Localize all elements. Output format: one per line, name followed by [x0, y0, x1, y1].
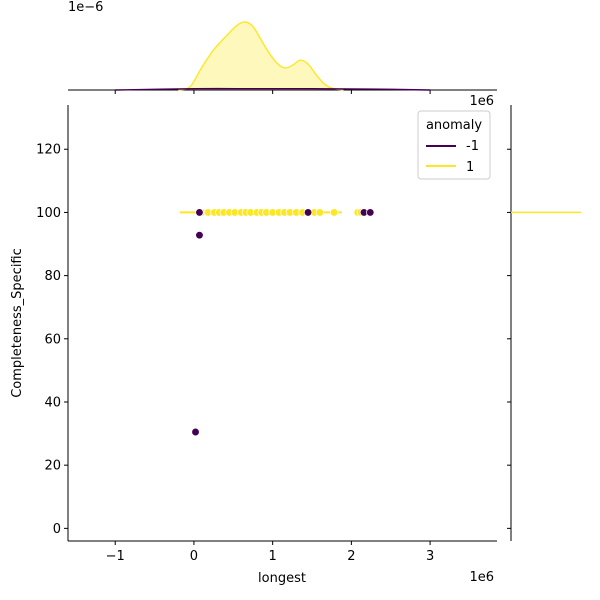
x-tick-label: 0	[190, 549, 198, 564]
y-tick-label: 0	[53, 522, 61, 537]
main-plot: longest Completeness_Specific 1e6 −1 0 1 2 3…	[10, 105, 497, 586]
top-density-line-minus-one	[115, 87, 431, 91]
x-offset-label: 1e6	[469, 570, 494, 585]
x-tick-label: −1	[106, 549, 125, 564]
y-tick-label: 100	[36, 206, 61, 221]
right-marginal-plot: 1e6	[469, 94, 581, 541]
scatter-point-minus-one	[366, 208, 375, 217]
top-marginal-plot: 1e−6	[68, 0, 497, 94]
x-axis-label: longest	[258, 571, 306, 586]
scatter-points	[191, 208, 375, 437]
y-tick-label: 20	[44, 459, 61, 474]
legend: anomaly -1 1	[417, 110, 491, 180]
scatter-point-minus-one	[195, 231, 204, 240]
legend-label-one: 1	[466, 160, 474, 175]
scatter-point-one	[329, 208, 339, 217]
y-axis-label: Completeness_Specific	[10, 248, 25, 398]
y-ticks: 0 20 40 60 80 100 120	[36, 143, 68, 537]
top-density-line-one	[178, 21, 344, 91]
legend-label-minus-one: -1	[466, 139, 479, 154]
x-tick-label: 2	[347, 549, 355, 564]
scatter-point-minus-one	[191, 427, 200, 437]
y-tick-label: 120	[36, 143, 61, 158]
scatter-point-minus-one	[303, 208, 313, 217]
scatter-point-one	[315, 208, 325, 217]
legend-title: anomaly	[426, 118, 482, 133]
scatter-point-minus-one	[195, 208, 204, 217]
x-tick-label: 3	[426, 549, 434, 564]
x-tick-label: 1	[269, 549, 277, 564]
y-tick-label: 80	[44, 269, 61, 284]
x-ticks: −1 0 1 2 3	[106, 541, 434, 564]
top-density-area-one	[178, 21, 344, 90]
y-tick-label: 60	[44, 332, 61, 347]
top-offset-label: 1e−6	[68, 0, 103, 15]
right-offset-label: 1e6	[469, 94, 494, 109]
y-tick-label: 40	[44, 395, 61, 410]
